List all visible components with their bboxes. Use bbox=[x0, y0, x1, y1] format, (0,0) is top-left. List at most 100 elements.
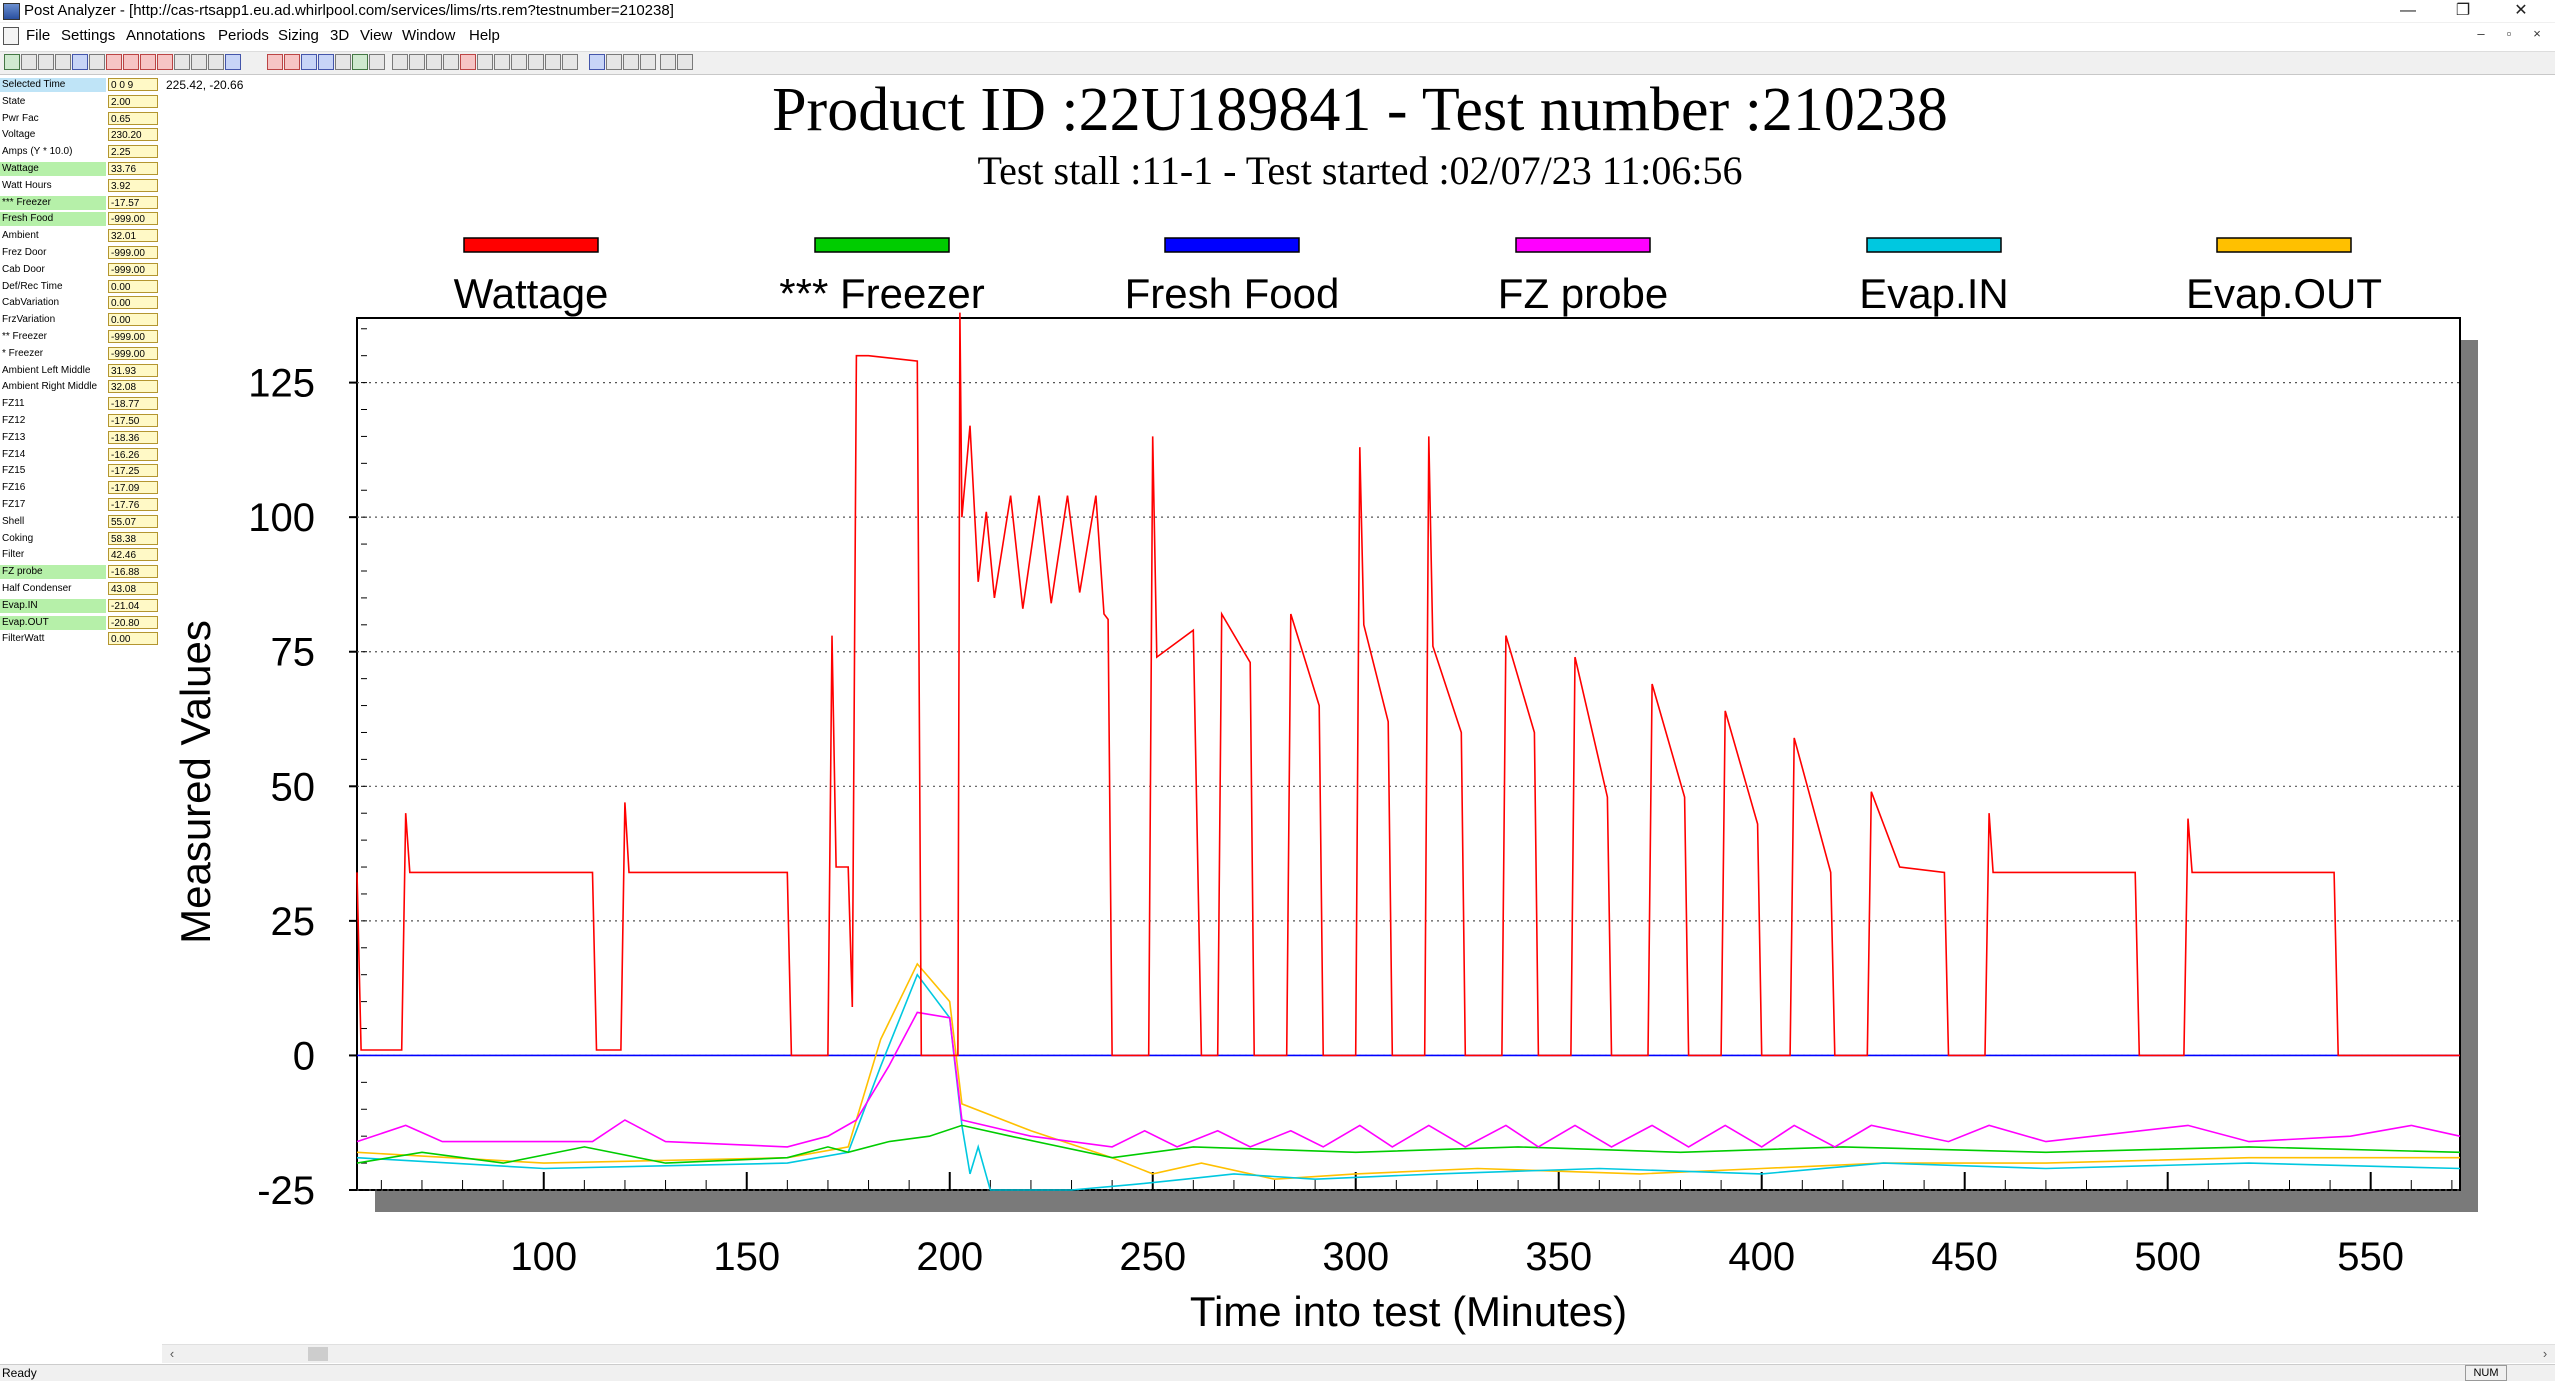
data-panel-label[interactable]: FZ15 bbox=[2, 465, 26, 477]
data-panel-label[interactable]: Fresh Food bbox=[0, 212, 106, 227]
data-panel-row[interactable]: Cab Door -999.00 bbox=[0, 262, 162, 279]
toolbar-legend-button[interactable] bbox=[318, 54, 334, 70]
toolbar-chart-button[interactable] bbox=[225, 54, 241, 70]
toolbar-circle-button[interactable] bbox=[392, 54, 408, 70]
data-panel-label[interactable]: FZ13 bbox=[2, 431, 26, 443]
data-panel-row[interactable]: FZ14 -16.26 bbox=[0, 447, 162, 464]
toolbar-2p-button[interactable] bbox=[284, 54, 300, 70]
data-panel-label[interactable]: Pwr Fac bbox=[2, 112, 39, 124]
mdi-close-button[interactable]: × bbox=[2533, 26, 2541, 41]
data-panel-label[interactable]: Evap.IN bbox=[0, 598, 106, 613]
toolbar-layers-button[interactable] bbox=[335, 54, 351, 70]
toolbar-last-button[interactable] bbox=[157, 54, 173, 70]
data-panel-label[interactable]: FZ14 bbox=[2, 448, 26, 460]
toolbar-refresh-button[interactable] bbox=[38, 54, 54, 70]
data-panel-row[interactable]: Amps (Y * 10.0) 2.25 bbox=[0, 144, 162, 161]
toolbar-open-button[interactable] bbox=[4, 54, 20, 70]
data-panel-label[interactable]: Ambient Right Middle bbox=[2, 381, 98, 393]
data-panel-row[interactable]: Ambient 32.01 bbox=[0, 228, 162, 245]
mdi-restore-button[interactable]: ▫ bbox=[2506, 26, 2512, 41]
toolbar-spread-button[interactable] bbox=[528, 54, 544, 70]
toolbar-tile-button[interactable] bbox=[606, 54, 622, 70]
data-panel-row[interactable]: Pwr Fac 0.65 bbox=[0, 111, 162, 128]
mdi-minimize-button[interactable]: – bbox=[2477, 26, 2485, 41]
data-panel-row[interactable]: Ambient Right Middle 32.08 bbox=[0, 379, 162, 396]
data-panel-row[interactable]: Evap.IN -21.04 bbox=[0, 598, 162, 615]
toolbar-first-button[interactable] bbox=[106, 54, 122, 70]
data-panel-label[interactable]: *** Freezer bbox=[0, 195, 106, 210]
data-panel-row[interactable]: Def/Rec Time 0.00 bbox=[0, 279, 162, 296]
data-panel-label[interactable]: FZ16 bbox=[2, 482, 26, 494]
data-panel-row[interactable]: FZ11 -18.77 bbox=[0, 396, 162, 413]
data-panel-label[interactable]: Watt Hours bbox=[2, 179, 52, 191]
data-panel-row[interactable]: Fresh Food -999.00 bbox=[0, 211, 162, 228]
toolbar-zoom-out-button[interactable] bbox=[191, 54, 207, 70]
toolbar-hp-button[interactable] bbox=[267, 54, 283, 70]
toolbar-previous-button[interactable] bbox=[123, 54, 139, 70]
data-panel-row[interactable]: ** Freezer -999.00 bbox=[0, 329, 162, 346]
data-panel-row[interactable]: FZ probe -16.88 bbox=[0, 564, 162, 581]
data-panel-label[interactable]: Frez Door bbox=[2, 246, 47, 258]
data-panel-label[interactable]: ** Freezer bbox=[2, 330, 48, 342]
menu-view[interactable]: View bbox=[360, 27, 393, 44]
data-panel-label[interactable]: Evap.OUT bbox=[0, 615, 106, 630]
data-panel-row[interactable]: FilterWatt 0.00 bbox=[0, 631, 162, 648]
data-panel-label[interactable]: CabVariation bbox=[2, 297, 60, 309]
menu-settings[interactable]: Settings bbox=[61, 27, 116, 44]
data-panel-label[interactable]: * Freezer bbox=[2, 347, 44, 359]
data-panel-row[interactable]: FZ15 -17.25 bbox=[0, 463, 162, 480]
horizontal-scrollbar[interactable]: ‹ › bbox=[162, 1344, 2555, 1363]
toolbar-cascade-button[interactable] bbox=[623, 54, 639, 70]
toolbar-next-button[interactable] bbox=[140, 54, 156, 70]
data-panel-row[interactable]: * Freezer -999.00 bbox=[0, 346, 162, 363]
data-panel-row[interactable]: CabVariation 0.00 bbox=[0, 295, 162, 312]
data-panel-row[interactable]: Watt Hours 3.92 bbox=[0, 178, 162, 195]
data-panel-label[interactable]: Half Condenser bbox=[2, 582, 72, 594]
data-panel-row[interactable]: Wattage 33.76 bbox=[0, 161, 162, 178]
toolbar-updown-button[interactable] bbox=[511, 54, 527, 70]
scroll-thumb[interactable] bbox=[308, 1347, 328, 1361]
toolbar-cursor-button[interactable] bbox=[477, 54, 493, 70]
toolbar-period-button[interactable] bbox=[409, 54, 425, 70]
data-panel-label[interactable]: FilterWatt bbox=[2, 633, 45, 645]
data-panel-label[interactable]: Def/Rec Time bbox=[2, 280, 63, 292]
data-panel-label[interactable]: Coking bbox=[2, 532, 34, 544]
toolbar-fit-button[interactable] bbox=[208, 54, 224, 70]
data-panel-label[interactable]: Amps (Y * 10.0) bbox=[2, 146, 73, 158]
data-panel-label[interactable]: Selected Time bbox=[0, 78, 106, 92]
document-icon[interactable] bbox=[3, 27, 19, 45]
data-panel-label[interactable]: FrzVariation bbox=[2, 314, 56, 326]
scroll-left-arrow-icon[interactable]: ‹ bbox=[169, 1346, 175, 1361]
toolbar-window-button[interactable] bbox=[589, 54, 605, 70]
scroll-right-arrow-icon[interactable]: › bbox=[2542, 1346, 2548, 1361]
menu-window[interactable]: Window bbox=[402, 27, 456, 44]
menu-help[interactable]: Help bbox=[469, 27, 500, 44]
data-panel-label[interactable]: FZ12 bbox=[2, 414, 26, 426]
menu-3d[interactable]: 3D bbox=[330, 27, 350, 44]
data-panel-label[interactable]: FZ11 bbox=[2, 398, 25, 410]
toolbar-list-button[interactable] bbox=[562, 54, 578, 70]
data-panel-label[interactable]: State bbox=[2, 95, 26, 107]
menu-file[interactable]: File bbox=[26, 27, 51, 44]
data-panel-label[interactable]: Cab Door bbox=[2, 263, 45, 275]
data-panel-row[interactable]: Frez Door -999.00 bbox=[0, 245, 162, 262]
data-panel-row[interactable]: Filter 42.46 bbox=[0, 547, 162, 564]
toolbar-settings-button[interactable] bbox=[55, 54, 71, 70]
data-panel-row[interactable]: FrzVariation 0.00 bbox=[0, 312, 162, 329]
toolbar-zoom-in-button[interactable] bbox=[174, 54, 190, 70]
data-panel-label[interactable]: Ambient bbox=[2, 230, 39, 242]
data-panel-label[interactable]: Shell bbox=[2, 515, 25, 527]
data-panel-row[interactable]: Half Condenser 43.08 bbox=[0, 581, 162, 598]
data-panel-row[interactable]: Voltage 230.20 bbox=[0, 127, 162, 144]
toolbar-marker-button[interactable] bbox=[301, 54, 317, 70]
data-panel-row[interactable]: FZ17 -17.76 bbox=[0, 497, 162, 514]
data-panel-label[interactable]: Voltage bbox=[2, 129, 36, 141]
menu-annotations[interactable]: Annotations bbox=[126, 27, 206, 44]
toolbar-print-button[interactable] bbox=[660, 54, 676, 70]
data-panel-row[interactable]: Ambient Left Middle 31.93 bbox=[0, 363, 162, 380]
toolbar-export-button[interactable] bbox=[352, 54, 368, 70]
data-panel-row[interactable]: *** Freezer -17.57 bbox=[0, 195, 162, 212]
data-panel-label[interactable]: FZ17 bbox=[2, 498, 26, 510]
data-panel-label[interactable]: FZ probe bbox=[0, 565, 106, 580]
data-panel-row[interactable]: FZ16 -17.09 bbox=[0, 480, 162, 497]
